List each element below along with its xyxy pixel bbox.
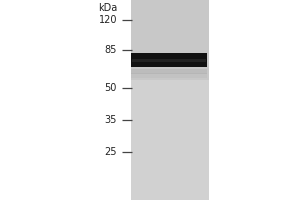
Text: 25: 25 [104, 147, 117, 157]
Bar [132, 59, 206, 62]
Bar [130, 69, 207, 74]
Text: 120: 120 [98, 15, 117, 25]
Text: kDa: kDa [98, 3, 117, 13]
Text: 35: 35 [105, 115, 117, 125]
Text: 85: 85 [105, 45, 117, 55]
Bar [130, 0, 208, 200]
Bar [130, 53, 207, 67]
Text: 50: 50 [105, 83, 117, 93]
Bar [130, 80, 208, 200]
Bar [130, 73, 207, 78]
